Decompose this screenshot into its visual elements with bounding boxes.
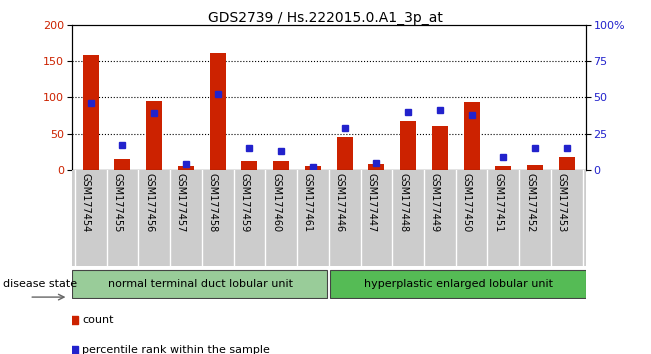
Bar	[495, 166, 511, 170]
Bar	[115, 159, 130, 170]
Text: GSM177447: GSM177447	[367, 173, 376, 232]
Text: GSM177449: GSM177449	[430, 173, 440, 232]
Bar	[210, 53, 226, 170]
Text: GSM177448: GSM177448	[398, 173, 408, 232]
Bar	[273, 161, 289, 170]
Text: hyperplastic enlarged lobular unit: hyperplastic enlarged lobular unit	[364, 279, 553, 289]
Bar	[337, 137, 353, 170]
Text: GSM177450: GSM177450	[462, 173, 471, 232]
Text: GSM177461: GSM177461	[303, 173, 313, 232]
Bar	[432, 126, 448, 170]
Bar	[72, 270, 327, 298]
Text: GSM177457: GSM177457	[176, 173, 186, 232]
Text: GSM177453: GSM177453	[557, 173, 567, 232]
Bar	[305, 166, 321, 170]
Text: GSM177452: GSM177452	[525, 173, 535, 232]
Bar	[83, 55, 98, 170]
Text: GSM177458: GSM177458	[208, 173, 217, 232]
Text: disease state: disease state	[3, 279, 77, 289]
Bar	[559, 157, 575, 170]
Text: GSM177460: GSM177460	[271, 173, 281, 232]
Text: normal terminal duct lobular unit: normal terminal duct lobular unit	[107, 279, 293, 289]
Text: GSM177454: GSM177454	[81, 173, 90, 232]
Bar	[330, 270, 586, 298]
Bar	[464, 102, 480, 170]
Bar	[368, 164, 384, 170]
Text: GDS2739 / Hs.222015.0.A1_3p_at: GDS2739 / Hs.222015.0.A1_3p_at	[208, 11, 443, 25]
Text: GSM177456: GSM177456	[144, 173, 154, 232]
Text: GSM177446: GSM177446	[335, 173, 344, 232]
Text: GSM177459: GSM177459	[240, 173, 249, 232]
Text: GSM177455: GSM177455	[113, 173, 122, 232]
Text: GSM177451: GSM177451	[493, 173, 503, 232]
Text: percentile rank within the sample: percentile rank within the sample	[82, 344, 270, 354]
Bar	[178, 166, 194, 170]
Text: count: count	[82, 314, 113, 325]
Bar	[527, 165, 543, 170]
Bar	[400, 121, 416, 170]
Bar	[242, 161, 257, 170]
Bar	[146, 101, 162, 170]
